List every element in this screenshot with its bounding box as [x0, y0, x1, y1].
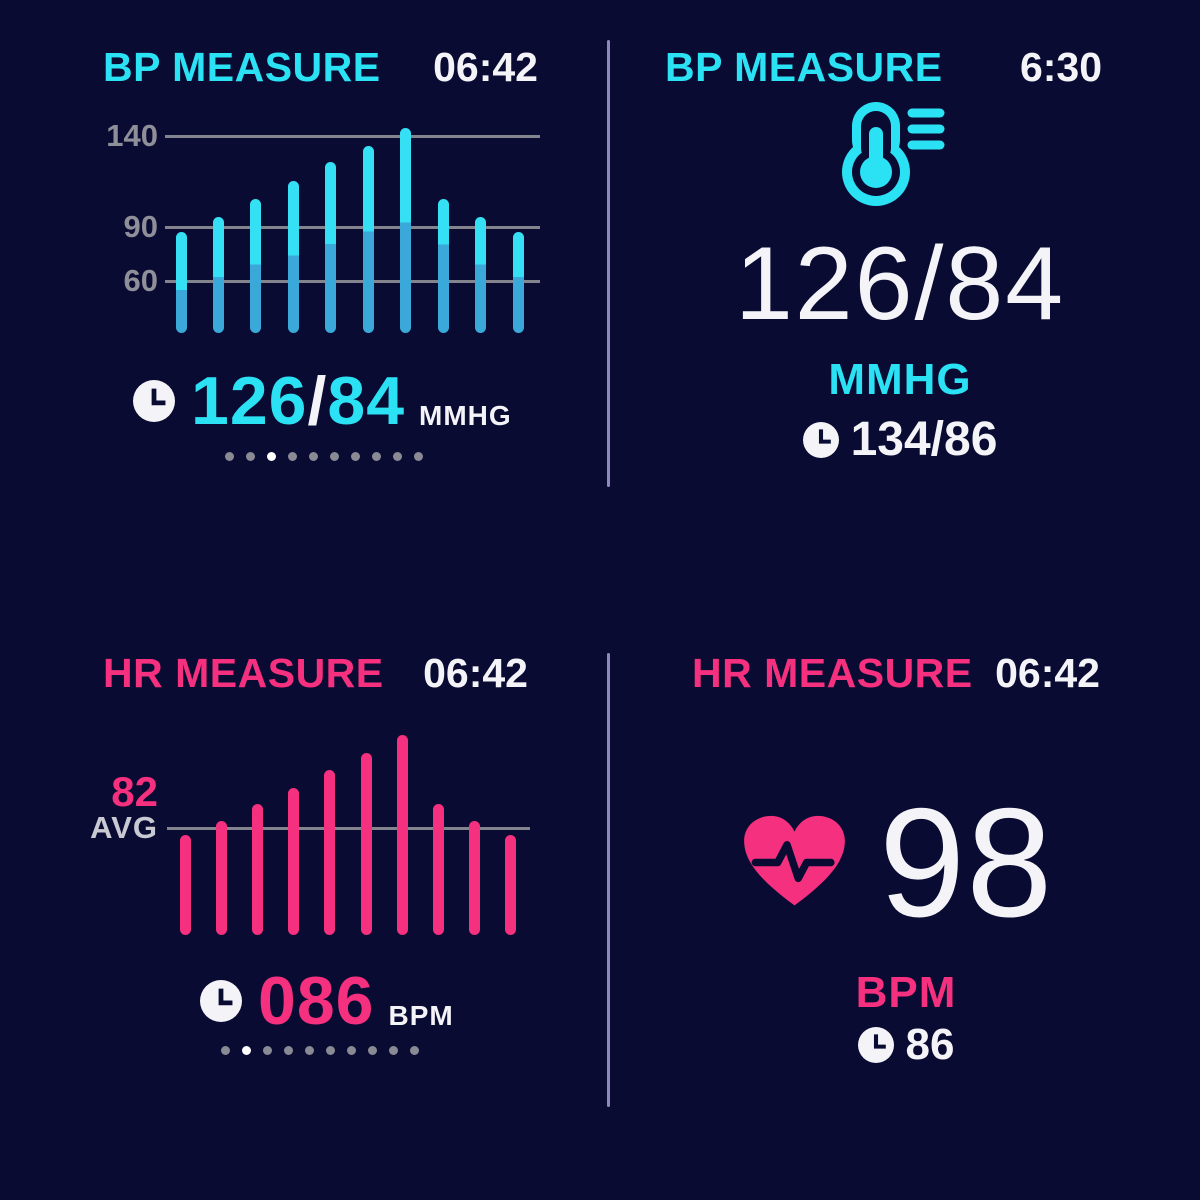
hr-bar [179, 835, 191, 935]
page-dot[interactable] [326, 1046, 335, 1055]
bp-gridline-60 [165, 280, 540, 283]
panel-hr-chart: HR MEASURE 06:42 82 AVG 086 BPM [0, 600, 600, 1200]
bp-bar [250, 198, 262, 333]
clock-icon [857, 1027, 894, 1063]
bp-bar [362, 145, 374, 333]
hr-chart-time: 06:42 [423, 650, 528, 696]
bp-last-reading-row: 126/84 MMHG [133, 362, 512, 440]
page-dot[interactable] [246, 452, 255, 461]
bp-main-value-wrap: 126/84 [640, 232, 1160, 336]
hr-avg-label: AVG [90, 810, 158, 845]
page-dot[interactable] [347, 1046, 356, 1055]
bp-diastolic: 84 [327, 363, 406, 439]
bp-chart-title: BP MEASURE [103, 44, 381, 90]
hr-pagination-dots [221, 1046, 419, 1055]
bp-chart-time: 06:42 [433, 44, 538, 90]
hr-bar [505, 835, 517, 935]
hr-reading-value: 086 [258, 962, 374, 1040]
hr-reading-unit: BPM [388, 1000, 454, 1031]
page-dot[interactable] [288, 452, 297, 461]
panel-bp-value: BP MEASURE 6:30 126/84 MMHG 134/86 [600, 0, 1200, 560]
hr-unit-wrap: BPM [656, 968, 1156, 1018]
hr-chart-title: HR MEASURE [103, 650, 384, 696]
bp-previous-reading: 134/86 [850, 413, 998, 466]
hr-previous-reading: 86 [905, 1020, 955, 1069]
page-dot[interactable] [372, 452, 381, 461]
bp-main-value: 126/84 [734, 226, 1066, 342]
hr-main-value: 98 [879, 776, 1054, 949]
page-dot[interactable] [330, 452, 339, 461]
bp-value-title: BP MEASURE [665, 44, 943, 90]
bp-bar [400, 127, 412, 333]
clock-icon [133, 380, 175, 422]
bp-ytick-140: 140 [106, 118, 158, 153]
page-dot[interactable] [351, 452, 360, 461]
bp-bar [325, 162, 337, 333]
clock-icon [200, 980, 242, 1022]
bp-systolic: 126 [191, 363, 308, 439]
page-dot[interactable] [284, 1046, 293, 1055]
bp-bar [175, 231, 187, 333]
hr-bpm-number: 086 [258, 963, 375, 1039]
clock-icon [802, 421, 839, 458]
bp-reading-value: 126/84 [191, 362, 405, 440]
bp-bar [475, 216, 487, 333]
page-dot[interactable] [414, 452, 423, 461]
hr-unit-label: BPM [855, 968, 957, 1017]
panel-bp-chart: BP MEASURE 06:42 140 90 60 126/84 MMHG [0, 0, 600, 560]
hr-last-reading-row: 086 BPM [200, 962, 454, 1040]
hr-value-time: 06:42 [995, 650, 1100, 696]
page-dot[interactable] [305, 1046, 314, 1055]
hr-hero-row: 98 [738, 785, 1053, 940]
hr-bar [396, 735, 408, 935]
page-dot-active[interactable] [267, 452, 276, 461]
vertical-divider-bottom [607, 653, 610, 1107]
bp-reading-unit: MMHG [419, 400, 512, 431]
bp-ytick-90: 90 [123, 209, 158, 244]
bp-bar [512, 231, 524, 333]
hr-bar [469, 820, 481, 935]
hr-avg-gridline [167, 827, 530, 830]
bp-previous-reading-row: 134/86 [640, 412, 1160, 467]
hr-bar [324, 769, 336, 935]
page-dot-active[interactable] [242, 1046, 251, 1055]
page-dot[interactable] [393, 452, 402, 461]
hr-bar [251, 804, 263, 935]
panel-hr-value: HR MEASURE 06:42 98 BPM 86 [600, 600, 1200, 1200]
hr-bar [215, 820, 227, 935]
page-dot[interactable] [221, 1046, 230, 1055]
page-dot[interactable] [368, 1046, 377, 1055]
bp-pagination-dots [225, 452, 423, 461]
hr-bar [432, 804, 444, 935]
page-dot[interactable] [389, 1046, 398, 1055]
page-dot[interactable] [309, 452, 318, 461]
hr-previous-reading-row: 86 [656, 1020, 1156, 1070]
bp-gridline-140 [165, 135, 540, 138]
page-dot[interactable] [410, 1046, 419, 1055]
bp-bar [212, 216, 224, 333]
hr-avg-value: 82 [111, 768, 158, 815]
bp-bar [437, 198, 449, 333]
blood-pressure-gauge-icon [842, 102, 945, 206]
bp-slash: / [307, 363, 328, 439]
hr-value-title: HR MEASURE [692, 650, 973, 696]
bp-unit-label: MMHG [828, 355, 972, 404]
page-dot[interactable] [225, 452, 234, 461]
bp-bar [287, 180, 299, 333]
bp-value-time: 6:30 [1019, 44, 1102, 90]
bp-gridline-90 [165, 226, 540, 229]
hr-bar [360, 753, 372, 935]
bp-ytick-60: 60 [123, 263, 158, 298]
vertical-divider-top [607, 40, 610, 487]
bp-unit-wrap: MMHG [640, 355, 1160, 405]
hr-bar [288, 788, 300, 935]
page-dot[interactable] [263, 1046, 272, 1055]
heart-pulse-icon [744, 815, 845, 906]
